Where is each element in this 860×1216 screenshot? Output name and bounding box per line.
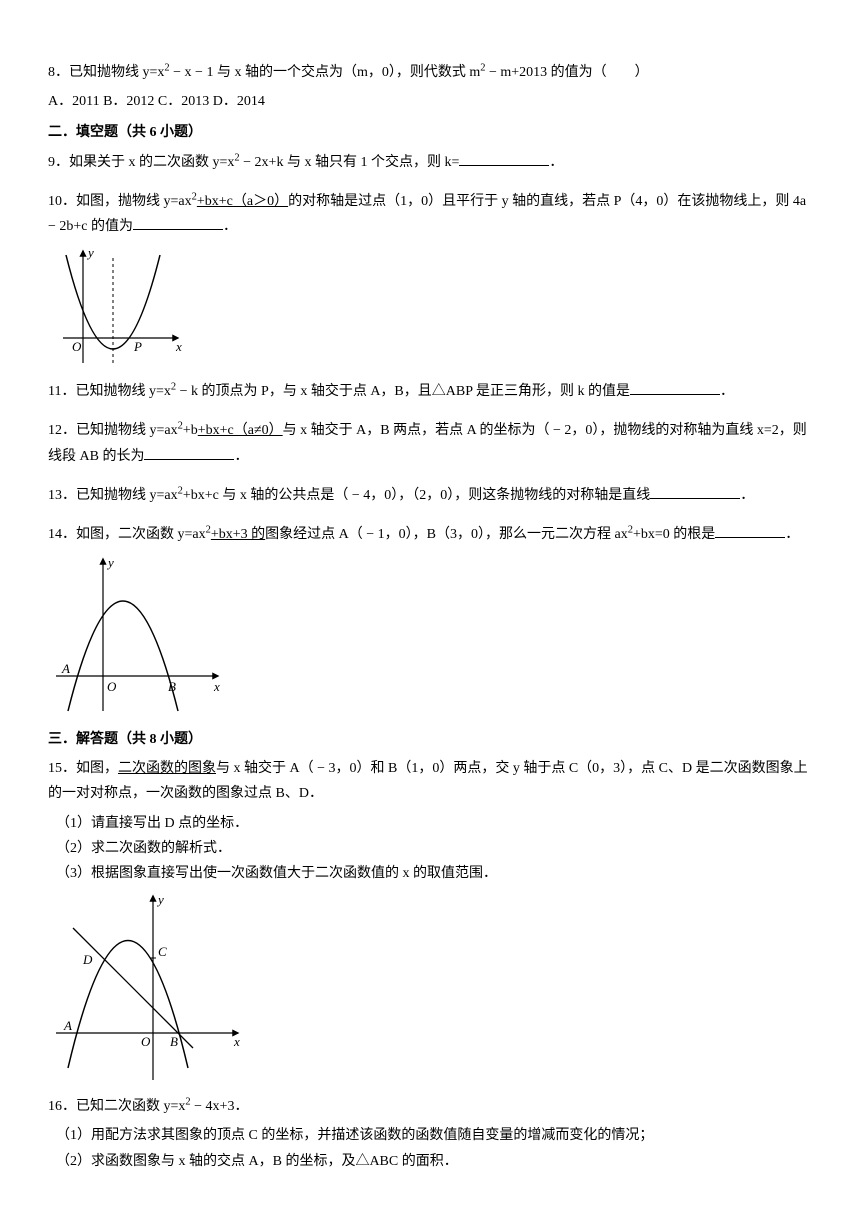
q12-b1: +b: [183, 423, 198, 438]
q9-blank[interactable]: [459, 150, 549, 165]
q15-s1: （1）请直接写出 D 点的坐标．: [56, 811, 812, 836]
q13-b: +bx+c 与 x 轴的公共点是（ − 4，0），（2，0），则这条抛物线的对称…: [183, 488, 650, 503]
q9-a: 9．如果关于 x 的二次函数 y=x: [48, 155, 234, 170]
figure-q15: y x O A B C D: [48, 888, 812, 1088]
figure-q10: y x O P: [48, 243, 812, 373]
q16-s2: （2）求函数图象与 x 轴的交点 A，B 的坐标，及△ABC 的面积．: [56, 1149, 812, 1174]
q14-b: 图象经过点 A（ − 1，0），B（3，0），那么一元二次方程 ax: [265, 527, 628, 542]
q11-b: − k 的顶点为 P，与 x 轴交于点 A，B，且△ABP 是正三角形，则 k …: [176, 384, 630, 399]
question-15: 15．如图，二次函数的图象与 x 轴交于 A（ − 3，0）和 B（1，0）两点…: [48, 756, 812, 806]
q14-c: +bx=0 的根是: [633, 527, 715, 542]
q10-c: ．: [223, 219, 237, 234]
q15-s2: （2）求二次函数的解析式．: [56, 836, 812, 861]
fig1-o-label: O: [72, 339, 82, 354]
q14-a: 14．如图，二次函数 y=ax: [48, 527, 206, 542]
q11-blank[interactable]: [630, 380, 720, 395]
q12-c: ．: [234, 449, 248, 464]
q8-options: A．2011 B．2012 C．2013 D．2014: [48, 89, 812, 114]
fig2-y-label: y: [106, 555, 114, 570]
fig1-y-label: y: [86, 245, 94, 260]
fig3-b-label: B: [170, 1034, 178, 1049]
q15-u: 二次函数的图象: [118, 761, 216, 776]
q12-blank[interactable]: [144, 444, 234, 459]
q10-u: +bx+c（a＞0）: [197, 194, 288, 209]
fig2-a-label: A: [61, 661, 70, 676]
q14-u: +bx+3 的: [211, 527, 265, 542]
question-9: 9．如果关于 x 的二次函数 y=x2 − 2x+k 与 x 轴只有 1 个交点…: [48, 150, 812, 175]
fig3-y-label: y: [156, 892, 164, 907]
fig2-x-label: x: [213, 679, 220, 694]
fig2-o-label: O: [107, 679, 117, 694]
q16-a: 16．已知二次函数 y=x: [48, 1099, 185, 1114]
q16-b: − 4x+3．: [191, 1099, 249, 1114]
fig1-p-label: P: [133, 339, 142, 354]
question-11: 11．已知抛物线 y=x2 − k 的顶点为 P，与 x 轴交于点 A，B，且△…: [48, 379, 812, 404]
q9-c: ．: [549, 155, 563, 170]
section-3-title: 三．解答题（共 8 小题）: [48, 727, 812, 752]
fig3-d-label: D: [82, 952, 93, 967]
question-10: 10．如图，抛物线 y=ax2+bx+c（a＞0）的对称轴是过点（1，0）且平行…: [48, 189, 812, 239]
fig3-a-label: A: [63, 1018, 72, 1033]
question-8: 8．已知抛物线 y=x2 − x − 1 与 x 轴的一个交点为（m，0），则代…: [48, 60, 812, 85]
q14-d: ．: [785, 527, 799, 542]
q10-blank[interactable]: [133, 215, 223, 230]
q11-a: 11．已知抛物线 y=x: [48, 384, 171, 399]
q12-a: 12．已知抛物线 y=ax: [48, 423, 178, 438]
q9-b: − 2x+k 与 x 轴只有 1 个交点，则 k=: [240, 155, 460, 170]
q8-text-b: − x − 1 与 x 轴的一个交点为（m，0），则代数式 m: [170, 65, 481, 80]
fig3-x-label: x: [233, 1034, 240, 1049]
question-12: 12．已知抛物线 y=ax2+b+bx+c（a≠0）与 x 轴交于 A，B 两点…: [48, 418, 812, 468]
fig2-b-label: B: [168, 679, 176, 694]
q13-c: ．: [740, 488, 754, 503]
q10-a: 10．如图，抛物线 y=ax: [48, 194, 192, 209]
fig3-o-label: O: [141, 1034, 151, 1049]
figure-q14: y x O A B: [48, 551, 812, 721]
q15-s3: （3）根据图象直接写出使一次函数值大于二次函数值的 x 的取值范围．: [56, 861, 812, 886]
q14-blank[interactable]: [715, 522, 785, 537]
q8-text-a: 8．已知抛物线 y=x: [48, 65, 164, 80]
fig3-c-label: C: [158, 944, 167, 959]
q8-text-c: − m+2013 的值为（ ）: [485, 65, 648, 80]
q13-blank[interactable]: [650, 483, 740, 498]
question-13: 13．已知抛物线 y=ax2+bx+c 与 x 轴的公共点是（ − 4，0），（…: [48, 483, 812, 508]
section-2-title: 二．填空题（共 6 小题）: [48, 120, 812, 145]
q12-u: +bx+c（a≠0）: [198, 423, 283, 438]
q13-a: 13．已知抛物线 y=ax: [48, 488, 178, 503]
q16-s1: （1）用配方法求其图象的顶点 C 的坐标，并描述该函数的函数值随自变量的增减而变…: [56, 1123, 812, 1148]
q15-a: 15．如图，: [48, 761, 118, 776]
question-14: 14．如图，二次函数 y=ax2+bx+3 的图象经过点 A（ − 1，0），B…: [48, 522, 812, 547]
q11-c: ．: [720, 384, 734, 399]
question-16: 16．已知二次函数 y=x2 − 4x+3．: [48, 1094, 812, 1119]
fig1-x-label: x: [175, 339, 182, 354]
